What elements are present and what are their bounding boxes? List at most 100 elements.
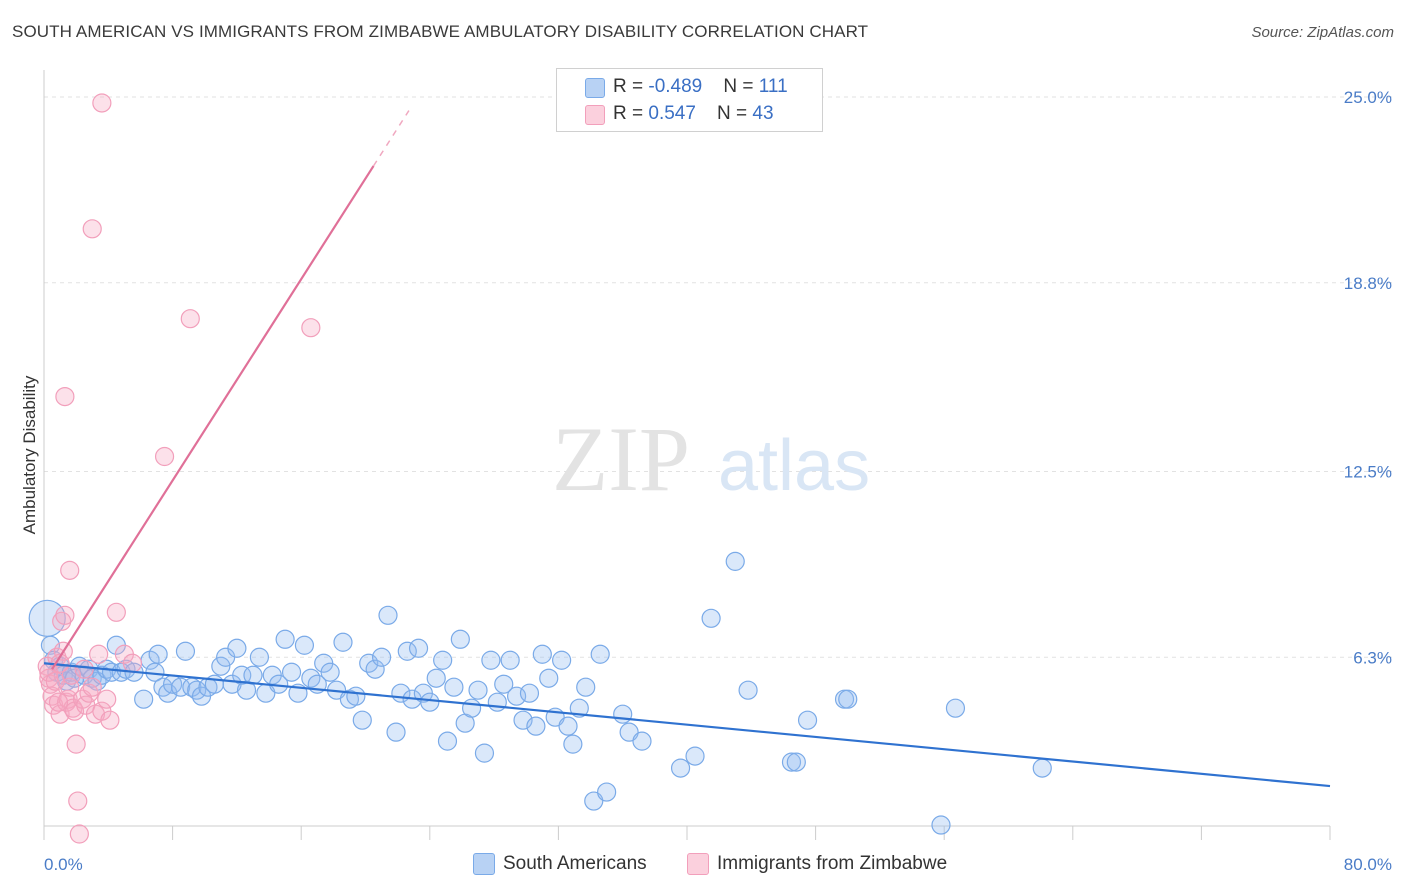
point-south-americans xyxy=(526,716,546,736)
trend-line-zimbabwe-extension xyxy=(372,110,410,167)
point-south-americans xyxy=(175,641,196,661)
point-south-americans xyxy=(487,692,507,712)
point-south-americans xyxy=(294,635,315,655)
point-south-americans xyxy=(670,758,691,778)
point-south-americans xyxy=(386,722,406,742)
legend-swatch-blue xyxy=(585,78,605,98)
point-south-americans xyxy=(563,734,583,754)
legend-r-value: -0.489 xyxy=(648,76,703,97)
legend-swatch-blue xyxy=(473,853,495,875)
point-zimbabwe xyxy=(82,219,102,239)
point-zimbabwe xyxy=(52,611,72,631)
y-axis-label: Ambulatory Disability xyxy=(20,375,39,534)
point-zimbabwe xyxy=(97,689,117,709)
point-zimbabwe xyxy=(89,644,109,664)
point-south-americans xyxy=(576,677,596,697)
x-tick-label: 80.0% xyxy=(1344,855,1392,874)
point-south-americans xyxy=(281,662,302,682)
point-south-americans xyxy=(408,638,429,658)
point-south-americans xyxy=(569,698,589,718)
legend-label: South Americans xyxy=(503,853,647,874)
point-south-americans xyxy=(781,752,802,772)
legend-label: Immigrants from Zimbabwe xyxy=(717,853,948,874)
point-south-americans xyxy=(450,629,470,649)
watermark-zip: ZIP xyxy=(552,408,690,510)
legend-n-label: N = xyxy=(723,76,759,97)
point-south-americans xyxy=(701,608,721,628)
correlation-legend: R = -0.489 N = 111 R = 0.547 N = 43 xyxy=(556,68,823,132)
trend-line-zimbabwe xyxy=(51,165,375,670)
point-south-americans xyxy=(227,638,247,658)
point-south-americans xyxy=(468,680,488,700)
point-south-americans xyxy=(101,662,122,682)
point-south-americans xyxy=(738,680,758,700)
point-south-americans xyxy=(371,647,392,667)
point-zimbabwe xyxy=(60,560,80,580)
point-south-americans xyxy=(590,644,610,664)
point-south-americans xyxy=(365,659,385,679)
y-tick-label: 18.8% xyxy=(1344,274,1392,293)
point-zimbabwe xyxy=(60,677,80,697)
y-tick-label: 6.3% xyxy=(1353,648,1392,667)
point-south-americans xyxy=(838,689,858,709)
point-zimbabwe xyxy=(106,602,126,622)
legend-n-label: N = xyxy=(717,103,753,124)
point-south-americans xyxy=(134,689,154,709)
x-tick-label: 0.0% xyxy=(44,855,83,874)
point-south-americans xyxy=(519,683,540,703)
point-zimbabwe xyxy=(66,734,86,754)
legend-r-value: 0.547 xyxy=(648,103,696,124)
point-south-americans xyxy=(346,686,366,706)
point-south-americans xyxy=(444,677,464,697)
point-zimbabwe xyxy=(68,791,88,811)
point-south-americans xyxy=(632,731,652,751)
point-south-americans xyxy=(397,641,417,661)
point-zimbabwe xyxy=(122,653,143,673)
point-south-americans xyxy=(500,650,520,670)
grid-lines xyxy=(44,96,1392,658)
point-zimbabwe xyxy=(48,692,69,712)
point-south-americans xyxy=(171,677,191,697)
point-zimbabwe xyxy=(45,671,65,691)
y-tick-label: 25.0% xyxy=(1344,88,1392,107)
watermark: ZIP atlas xyxy=(552,408,870,510)
point-south-americans xyxy=(420,692,440,712)
trend-line-south-americans xyxy=(43,662,1331,788)
point-zimbabwe xyxy=(100,710,120,730)
point-south-americans xyxy=(494,674,514,694)
point-zimbabwe xyxy=(301,318,321,338)
source-credit: Source: ZipAtlas.com xyxy=(1251,24,1394,41)
point-south-americans xyxy=(433,650,453,670)
point-south-americans xyxy=(249,647,270,667)
point-south-americans xyxy=(481,650,501,670)
point-zimbabwe xyxy=(55,387,75,407)
watermark-atlas: atlas xyxy=(718,426,870,506)
legend-n-value: 111 xyxy=(758,76,788,97)
y-tick-label: 12.5% xyxy=(1344,463,1392,482)
legend-n-value: 43 xyxy=(752,103,774,124)
point-south-americans xyxy=(461,698,482,718)
point-south-americans xyxy=(320,662,340,682)
legend-r-label: R = xyxy=(613,103,649,124)
point-south-americans xyxy=(685,746,705,766)
point-south-americans xyxy=(148,644,168,664)
point-south-americans xyxy=(352,710,372,730)
legend-swatch-pink xyxy=(585,105,605,125)
point-zimbabwe xyxy=(180,309,200,329)
point-south-americans xyxy=(211,656,231,676)
point-zimbabwe xyxy=(154,446,175,467)
point-south-americans xyxy=(532,644,552,664)
point-zimbabwe xyxy=(79,683,99,703)
point-south-americans xyxy=(613,704,633,724)
point-south-americans xyxy=(426,668,446,688)
point-south-americans xyxy=(797,710,818,730)
point-south-americans xyxy=(275,629,295,649)
point-south-americans xyxy=(931,815,951,835)
point-south-americans xyxy=(437,731,458,751)
point-south-americans xyxy=(558,716,578,736)
point-zimbabwe xyxy=(92,93,112,113)
point-south-americans xyxy=(786,752,806,772)
point-south-americans xyxy=(474,743,495,763)
point-south-americans xyxy=(552,650,572,670)
